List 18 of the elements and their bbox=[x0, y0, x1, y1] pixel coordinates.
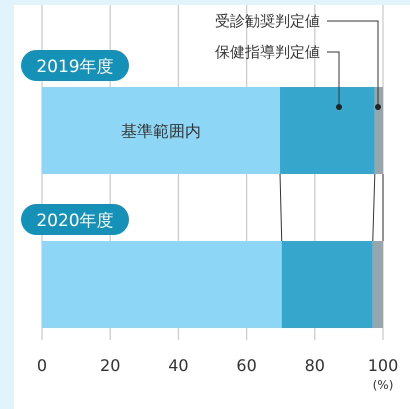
x-tick-label: 80 bbox=[304, 356, 325, 375]
bar bbox=[374, 87, 383, 174]
series-label: 保健指導判定値 bbox=[215, 43, 320, 61]
bar bbox=[280, 87, 375, 174]
text: 受診勧奨判定値 bbox=[215, 12, 320, 30]
y-tick-label: 2019年度 bbox=[36, 57, 114, 77]
x-tick-label: 20 bbox=[100, 356, 120, 375]
bar bbox=[372, 241, 383, 328]
y-tick-label: 2020年度 bbox=[36, 211, 114, 231]
x-tick-label: 0 bbox=[36, 356, 48, 375]
series-label: 基準範囲内 bbox=[121, 122, 202, 140]
x-tick-label: 100 bbox=[368, 356, 398, 375]
x-tick-label: 60 bbox=[236, 356, 257, 375]
x-axis-title: (%) bbox=[372, 378, 394, 392]
bar bbox=[282, 241, 373, 328]
bar bbox=[42, 241, 282, 328]
bar bbox=[42, 87, 280, 174]
x-tick-label: 40 bbox=[168, 356, 189, 375]
